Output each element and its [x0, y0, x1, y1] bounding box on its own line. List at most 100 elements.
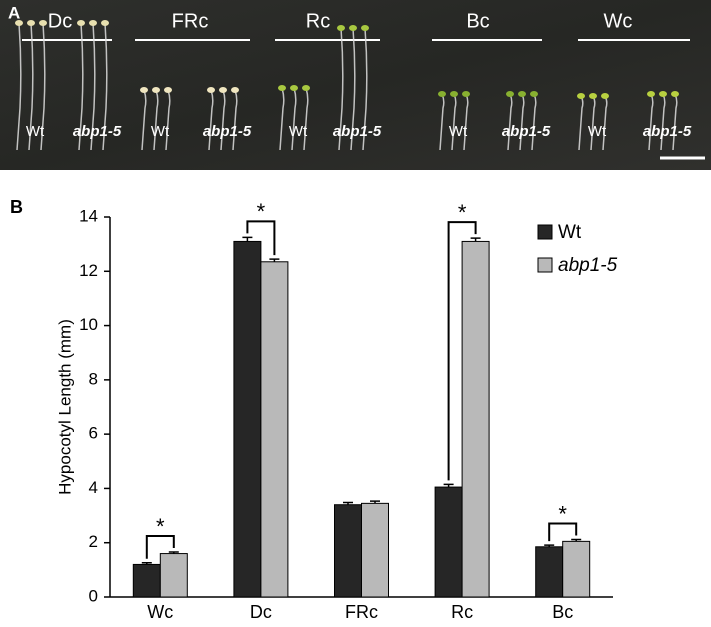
- genotype-label: abp1-5: [73, 123, 122, 140]
- bar: [159, 553, 188, 598]
- genotype-label: Wt: [289, 123, 308, 140]
- cotyledon: [361, 25, 369, 31]
- error-bar: [242, 236, 253, 242]
- error-bar: [544, 544, 555, 547]
- cotyledon: [659, 91, 667, 97]
- y-tick-label: 0: [89, 586, 98, 605]
- error-bar: [168, 551, 179, 554]
- bar: [260, 261, 289, 598]
- x-tick-label: Dc: [250, 602, 272, 622]
- legend-swatch: [537, 224, 553, 240]
- bar: [334, 504, 362, 598]
- genotype-label: Wt: [588, 123, 607, 140]
- legend-swatch: [537, 257, 553, 273]
- significance-bracket: [447, 221, 477, 481]
- x-tick-label: FRc: [345, 602, 378, 622]
- condition-label: Bc: [466, 10, 489, 32]
- y-tick-label: 6: [89, 424, 98, 443]
- cotyledon: [671, 91, 679, 97]
- seedling: [28, 22, 34, 151]
- seedling: [78, 22, 84, 151]
- seedling: [90, 22, 96, 151]
- genotype-label: Wt: [449, 123, 468, 140]
- bar: [535, 546, 564, 598]
- seedling: [102, 22, 108, 151]
- cotyledon: [601, 93, 609, 99]
- y-tick-label: 4: [89, 478, 98, 497]
- legend-label: abp1-5: [558, 255, 618, 276]
- panel-label: B: [10, 197, 23, 217]
- error-bar: [470, 237, 481, 242]
- cotyledon: [39, 20, 47, 26]
- seedling: [16, 22, 22, 151]
- seedling: [338, 27, 344, 151]
- cotyledon: [577, 93, 585, 99]
- condition-label: Wc: [604, 10, 633, 32]
- cotyledon: [462, 91, 470, 97]
- error-bar: [571, 538, 582, 542]
- y-tick-label: 10: [79, 315, 98, 334]
- cotyledon: [337, 25, 345, 31]
- bar: [562, 540, 591, 598]
- significance-label: *: [558, 501, 567, 526]
- cotyledon: [219, 87, 227, 93]
- cotyledon: [164, 87, 172, 93]
- y-tick-label: 14: [79, 206, 98, 225]
- x-tick-label: Wc: [147, 602, 173, 622]
- bar: [361, 502, 389, 598]
- y-axis-label: Hypocotyl Length (mm): [55, 319, 74, 495]
- condition-label: Rc: [306, 10, 330, 32]
- bar: [461, 240, 490, 598]
- x-tick-label: Bc: [552, 602, 573, 622]
- genotype-label: Wt: [151, 123, 170, 140]
- cotyledon: [15, 20, 23, 26]
- cotyledon: [290, 85, 298, 91]
- significance-label: *: [257, 199, 266, 224]
- genotype-label: abp1-5: [333, 123, 382, 140]
- cotyledon: [349, 25, 357, 31]
- error-bar: [269, 258, 280, 262]
- significance-bracket: [246, 220, 276, 256]
- y-tick-label: 8: [89, 369, 98, 388]
- condition-label: FRc: [172, 10, 209, 32]
- genotype-label: Wt: [26, 123, 45, 140]
- cotyledon: [518, 91, 526, 97]
- legend-label: Wt: [558, 222, 582, 243]
- seedling: [350, 27, 356, 151]
- cotyledon: [647, 91, 655, 97]
- cotyledon: [438, 91, 446, 97]
- cotyledon: [207, 87, 215, 93]
- genotype-label: abp1-5: [643, 123, 692, 140]
- significance-label: *: [458, 200, 467, 225]
- cotyledon: [302, 85, 310, 91]
- seedling: [362, 27, 368, 151]
- genotype-label: abp1-5: [502, 123, 551, 140]
- bar: [434, 486, 463, 598]
- condition-label: Dc: [48, 10, 72, 32]
- cotyledon: [77, 20, 85, 26]
- x-tick-label: Rc: [451, 602, 473, 622]
- y-tick-label: 12: [79, 261, 98, 280]
- bar: [132, 563, 161, 598]
- cotyledon: [450, 91, 458, 97]
- y-tick-label: 2: [89, 532, 98, 551]
- error-bar: [443, 483, 454, 488]
- seedling: [40, 22, 46, 151]
- cotyledon: [506, 91, 514, 97]
- significance-bracket: [548, 522, 578, 542]
- significance-label: *: [156, 514, 165, 539]
- significance-bracket: [145, 534, 175, 559]
- panel-label: A: [8, 3, 20, 22]
- cotyledon: [89, 20, 97, 26]
- error-bar: [141, 562, 152, 565]
- error-bar: [370, 500, 380, 504]
- genotype-label: abp1-5: [203, 123, 252, 140]
- cotyledon: [27, 20, 35, 26]
- cotyledon: [152, 87, 160, 93]
- cotyledon: [231, 87, 239, 93]
- cotyledon: [140, 87, 148, 93]
- cotyledon: [101, 20, 109, 26]
- cotyledon: [589, 93, 597, 99]
- cotyledon: [278, 85, 286, 91]
